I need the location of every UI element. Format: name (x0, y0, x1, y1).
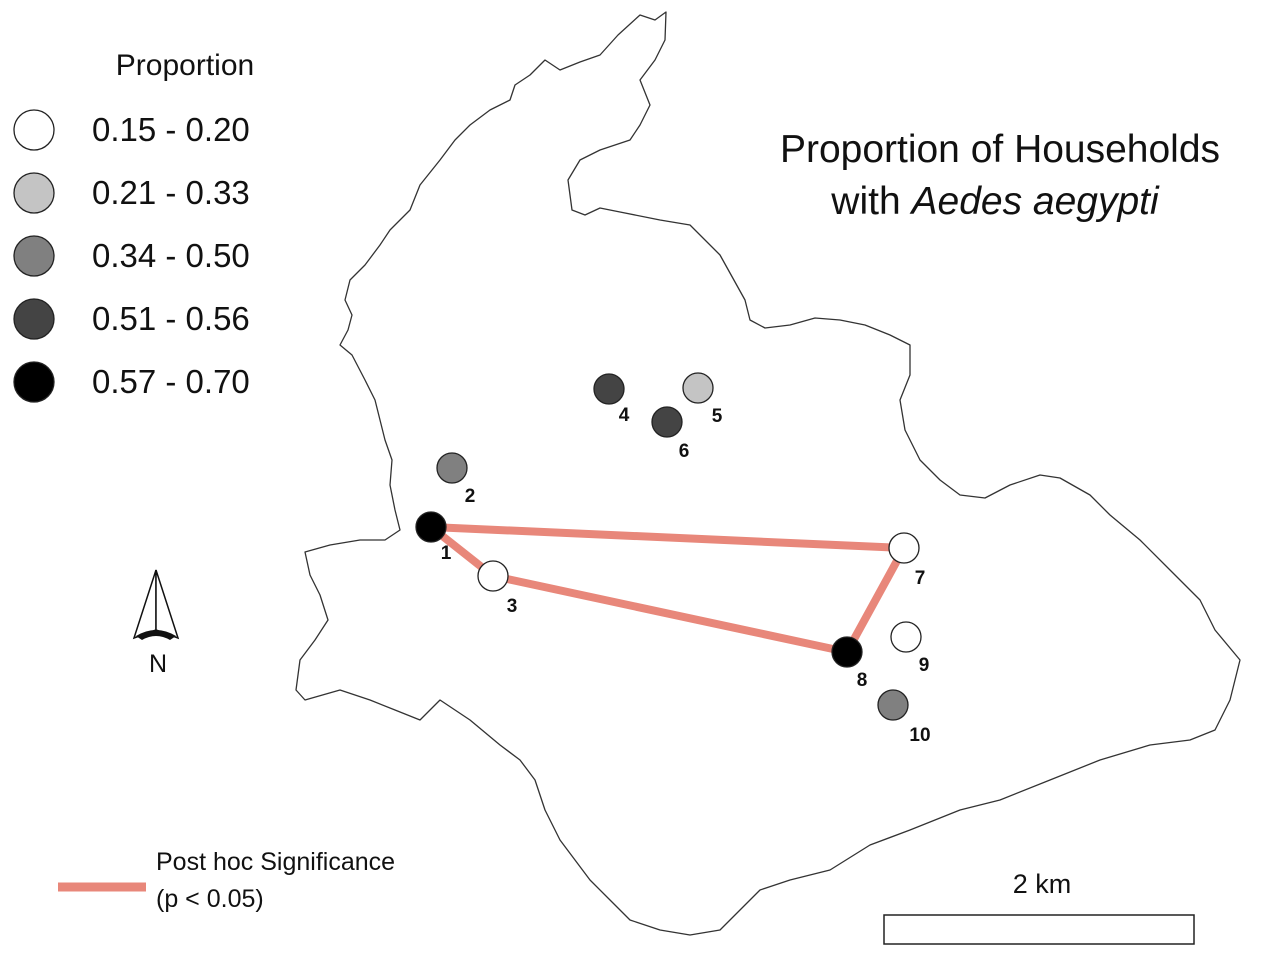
legend-label-2: 0.21 - 0.33 (92, 174, 250, 211)
scale-bar: 2 km (883, 869, 1195, 945)
site-label-8: 8 (857, 670, 868, 691)
legend-label-4: 0.51 - 0.56 (92, 300, 250, 337)
study-area-boundary (295, 11, 1241, 936)
significance-link-3-8 (489, 572, 851, 656)
site-label-3: 3 (507, 596, 518, 617)
site-marker-1 (415, 511, 447, 543)
site-marker-6 (651, 406, 683, 438)
sampling-sites: 1 2 3 4 5 6 7 8 9 10 (415, 372, 931, 746)
legend-swatch-4 (13, 298, 55, 340)
significance-link-1-7 (427, 523, 908, 552)
site-label-5: 5 (712, 406, 723, 427)
site-label-9: 9 (919, 655, 930, 676)
map-title-prefix: with (830, 180, 911, 223)
legend-heading: Proportion (116, 49, 254, 82)
scale-bar-box (883, 914, 1195, 945)
site-label-1: 1 (441, 543, 452, 564)
legend-label-5: 0.57 - 0.70 (92, 363, 250, 400)
scale-bar-label: 2 km (1013, 869, 1072, 899)
significance-legend: Post hoc Significance (p < 0.05) (58, 848, 395, 913)
site-marker-4 (593, 373, 625, 405)
site-marker-8 (831, 636, 863, 668)
legend-label-1: 0.15 - 0.20 (92, 111, 250, 148)
north-arrow-icon: N (132, 569, 180, 678)
proportion-legend: Proportion 0.15 - 0.20 0.21 - 0.33 0.34 - … (13, 49, 254, 403)
legend-swatch-1 (13, 109, 55, 151)
significance-legend-label: Post hoc Significance (156, 848, 395, 876)
legend-swatch-5 (13, 361, 55, 403)
site-label-6: 6 (679, 441, 690, 462)
significance-legend-pvalue: (p < 0.05) (156, 885, 264, 913)
site-label-10: 10 (909, 725, 930, 746)
map-title-species: Aedes aegypti (910, 180, 1161, 223)
site-marker-9 (890, 621, 922, 653)
north-arrow-label: N (149, 650, 167, 678)
significance-link-8-7 (843, 544, 908, 656)
site-label-2: 2 (465, 486, 476, 507)
site-marker-7 (888, 532, 920, 564)
site-label-7: 7 (915, 568, 926, 589)
site-marker-3 (477, 560, 509, 592)
map-title-line2: with Aedes aegypti (830, 180, 1160, 223)
legend-swatch-3 (13, 235, 55, 277)
legend-label-3: 0.34 - 0.50 (92, 237, 250, 274)
site-marker-5 (682, 372, 714, 404)
legend-swatch-2 (13, 172, 55, 214)
map-title-line1: Proportion of Households (780, 128, 1220, 171)
site-marker-10 (877, 689, 909, 721)
site-label-4: 4 (619, 405, 630, 426)
site-marker-2 (436, 452, 468, 484)
